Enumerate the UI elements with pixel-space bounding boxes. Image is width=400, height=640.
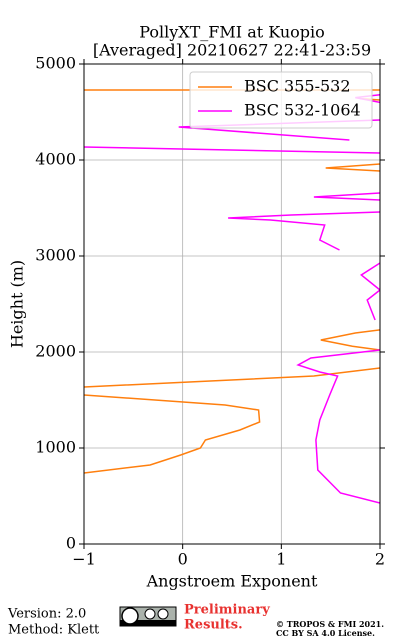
license: CC BY SA 4.0 License. — [276, 628, 375, 638]
profile-line — [84, 89, 380, 474]
legend-box — [189, 71, 373, 129]
x-tick-label: 0 — [178, 550, 188, 569]
x-axis-label: Angstroem Exponent — [146, 572, 318, 591]
chart-subtitle: [Averaged] 20210627 22:41-23:59 — [93, 41, 371, 60]
x-tick-label: 1 — [276, 550, 286, 569]
legend-label: BSC 532-1064 — [244, 101, 361, 120]
method: Method: Klett — [8, 623, 100, 638]
y-tick-label: 1000 — [35, 438, 76, 457]
x-tick-label: 2 — [375, 550, 385, 569]
y-axis-label: Height (m) — [8, 260, 27, 348]
y-tick-label: 2000 — [35, 342, 76, 361]
legend: BSC 355-532 BSC 532-1064 — [189, 71, 373, 129]
preliminary-note: Results. — [184, 618, 243, 633]
chart-title: PollyXT_FMI at Kuopio — [139, 23, 325, 42]
y-tick-label: 3000 — [35, 246, 76, 265]
y-tick-label: 5000 — [35, 54, 76, 73]
y-tick-label: 4000 — [35, 150, 76, 169]
plot-frame — [83, 63, 381, 545]
profile-line — [84, 93, 380, 504]
y-tick-label: 0 — [66, 534, 76, 553]
copyright: © TROPOS & FMI 2021. — [276, 619, 384, 629]
preliminary-note: Preliminary — [184, 603, 270, 618]
x-tick-label: −1 — [72, 550, 96, 569]
legend-label: BSC 355-532 — [244, 77, 351, 96]
cc-logo — [119, 606, 177, 627]
grid — [83, 63, 381, 545]
lines — [84, 89, 380, 504]
version: Version: 2.0 — [7, 607, 86, 622]
